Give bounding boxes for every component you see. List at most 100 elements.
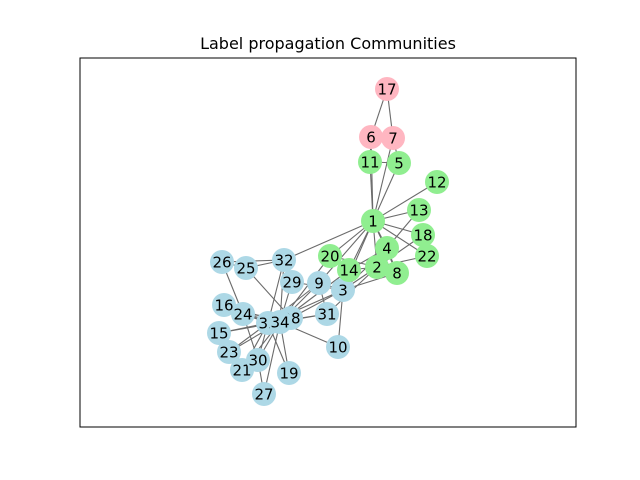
edge-1-12 xyxy=(372,181,438,222)
node-13: 13 xyxy=(407,198,431,222)
node-circle-13 xyxy=(407,198,431,222)
node-label-12: 12 xyxy=(427,174,446,192)
node-circle-30 xyxy=(246,348,270,372)
node-circle-11 xyxy=(358,150,382,174)
edge-1-9 xyxy=(318,220,374,284)
node-label-1: 1 xyxy=(368,213,378,231)
node-label-10: 10 xyxy=(328,339,347,357)
node-circle-14 xyxy=(337,258,361,282)
node-label-23: 23 xyxy=(219,344,238,362)
node-25: 25 xyxy=(234,256,258,280)
node-label-26: 26 xyxy=(212,254,231,272)
node-label-31: 31 xyxy=(317,306,336,324)
node-9: 9 xyxy=(307,271,331,295)
node-32: 32 xyxy=(272,248,296,272)
node-20: 20 xyxy=(318,244,342,268)
edge-1-7 xyxy=(372,137,394,222)
node-circle-5 xyxy=(387,151,411,175)
node-circle-24 xyxy=(231,302,255,326)
node-circle-32 xyxy=(272,248,296,272)
node-circle-16 xyxy=(212,293,236,317)
node-label-2: 2 xyxy=(372,259,382,277)
node-circle-3 xyxy=(331,278,355,302)
node-label-5: 5 xyxy=(394,155,404,173)
node-15: 15 xyxy=(207,321,231,345)
node-17: 17 xyxy=(375,77,399,101)
node-circle-9 xyxy=(307,271,331,295)
node-circle-23 xyxy=(217,340,241,364)
node-4: 4 xyxy=(375,236,399,260)
node-label-25: 25 xyxy=(236,260,255,278)
node-label-21: 21 xyxy=(232,362,251,380)
node-23: 23 xyxy=(217,340,241,364)
node-label-3: 3 xyxy=(338,282,348,300)
node-27: 27 xyxy=(252,382,276,406)
node-label-34: 34 xyxy=(270,314,289,332)
node-1: 1 xyxy=(361,209,385,233)
chart-title: Label propagation Communities xyxy=(200,34,456,53)
node-29: 29 xyxy=(280,270,304,294)
node-circle-34 xyxy=(268,310,292,334)
node-label-22: 22 xyxy=(417,248,436,266)
node-label-18: 18 xyxy=(413,227,432,245)
edge-27-34 xyxy=(263,321,281,395)
node-circle-8 xyxy=(385,261,409,285)
node-circle-12 xyxy=(425,170,449,194)
node-circle-27 xyxy=(252,382,276,406)
node-circle-25 xyxy=(234,256,258,280)
node-31: 31 xyxy=(315,302,339,326)
node-circle-26 xyxy=(210,250,234,274)
node-circle-6 xyxy=(359,125,383,149)
node-14: 14 xyxy=(337,258,361,282)
node-24: 24 xyxy=(231,302,255,326)
node-10: 10 xyxy=(326,335,350,359)
node-12: 12 xyxy=(425,170,449,194)
node-19: 19 xyxy=(277,361,301,385)
node-label-19: 19 xyxy=(279,365,298,383)
node-5: 5 xyxy=(387,151,411,175)
node-circle-15 xyxy=(207,321,231,345)
node-circle-18 xyxy=(411,223,435,247)
node-2: 2 xyxy=(365,255,389,279)
axes-frame xyxy=(79,57,577,428)
node-label-17: 17 xyxy=(377,81,396,99)
node-26: 26 xyxy=(210,250,234,274)
node-label-11: 11 xyxy=(360,154,379,172)
edge-1-32 xyxy=(283,220,374,261)
node-circle-17 xyxy=(375,77,399,101)
node-label-6: 6 xyxy=(366,129,376,147)
node-circle-10 xyxy=(326,335,350,359)
node-label-15: 15 xyxy=(209,325,228,343)
node-circle-31 xyxy=(315,302,339,326)
node-label-9: 9 xyxy=(314,275,324,293)
node-18: 18 xyxy=(411,223,435,247)
node-label-8: 8 xyxy=(392,265,402,283)
node-circle-4 xyxy=(375,236,399,260)
node-label-16: 16 xyxy=(214,297,233,315)
node-label-4: 4 xyxy=(382,240,392,258)
node-label-32: 32 xyxy=(274,252,293,270)
node-circle-20 xyxy=(318,244,342,268)
node-circle-1 xyxy=(361,209,385,233)
node-circle-22 xyxy=(415,244,439,268)
node-circle-19 xyxy=(277,361,301,385)
node-label-14: 14 xyxy=(339,262,358,280)
node-circle-7 xyxy=(381,126,405,150)
node-label-13: 13 xyxy=(409,202,428,220)
node-circle-2 xyxy=(365,255,389,279)
node-label-20: 20 xyxy=(320,248,339,266)
node-7: 7 xyxy=(381,126,405,150)
node-8: 8 xyxy=(385,261,409,285)
node-6: 6 xyxy=(359,125,383,149)
node-label-29: 29 xyxy=(282,274,301,292)
node-label-27: 27 xyxy=(254,386,273,404)
node-30: 30 xyxy=(246,348,270,372)
node-circle-29 xyxy=(280,270,304,294)
node-label-24: 24 xyxy=(233,306,252,324)
node-3: 3 xyxy=(331,278,355,302)
node-label-30: 30 xyxy=(248,352,267,370)
node-22: 22 xyxy=(415,244,439,268)
